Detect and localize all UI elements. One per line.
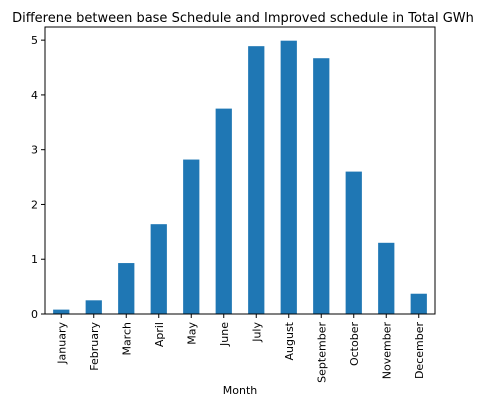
bar-july xyxy=(248,46,265,315)
x-tick-label: October xyxy=(348,322,361,366)
y-tick-label: 4 xyxy=(31,89,38,102)
bar-september xyxy=(313,58,330,314)
x-tick-label: January xyxy=(55,322,68,365)
bar-november xyxy=(378,242,395,314)
bars-layer xyxy=(53,40,427,315)
bar-february xyxy=(85,300,102,314)
axes-layer: January February March April May June July Augu… xyxy=(31,34,426,383)
bar-october xyxy=(345,171,362,314)
x-tick-label: July xyxy=(250,322,263,343)
x-tick-label: May xyxy=(185,322,198,345)
bar-january xyxy=(53,309,70,314)
x-tick-label: February xyxy=(88,322,101,371)
x-tick-label: April xyxy=(153,322,166,347)
y-tick-label: 1 xyxy=(31,253,38,266)
x-tick-label: March xyxy=(120,322,133,356)
bar-december xyxy=(410,293,427,314)
x-tick-label: June xyxy=(218,322,231,347)
bar-may xyxy=(183,159,200,314)
x-axis-label: Month xyxy=(223,384,258,397)
bar-april xyxy=(150,224,167,314)
x-tick-label: August xyxy=(283,321,296,360)
y-tick-label: 2 xyxy=(31,198,38,211)
x-tick-label: September xyxy=(315,322,328,383)
x-tick-label: December xyxy=(413,322,426,380)
bar-august xyxy=(280,40,297,314)
x-tick-label: November xyxy=(380,322,393,380)
y-tick-label: 3 xyxy=(31,144,38,157)
bar-march xyxy=(118,263,135,314)
y-tick-label: 5 xyxy=(31,34,38,47)
y-tick-label: 0 xyxy=(31,308,38,321)
chart-title: Differene between base Schedule and Impr… xyxy=(12,11,474,26)
plot-frame xyxy=(44,26,436,315)
bar-june xyxy=(215,108,232,314)
